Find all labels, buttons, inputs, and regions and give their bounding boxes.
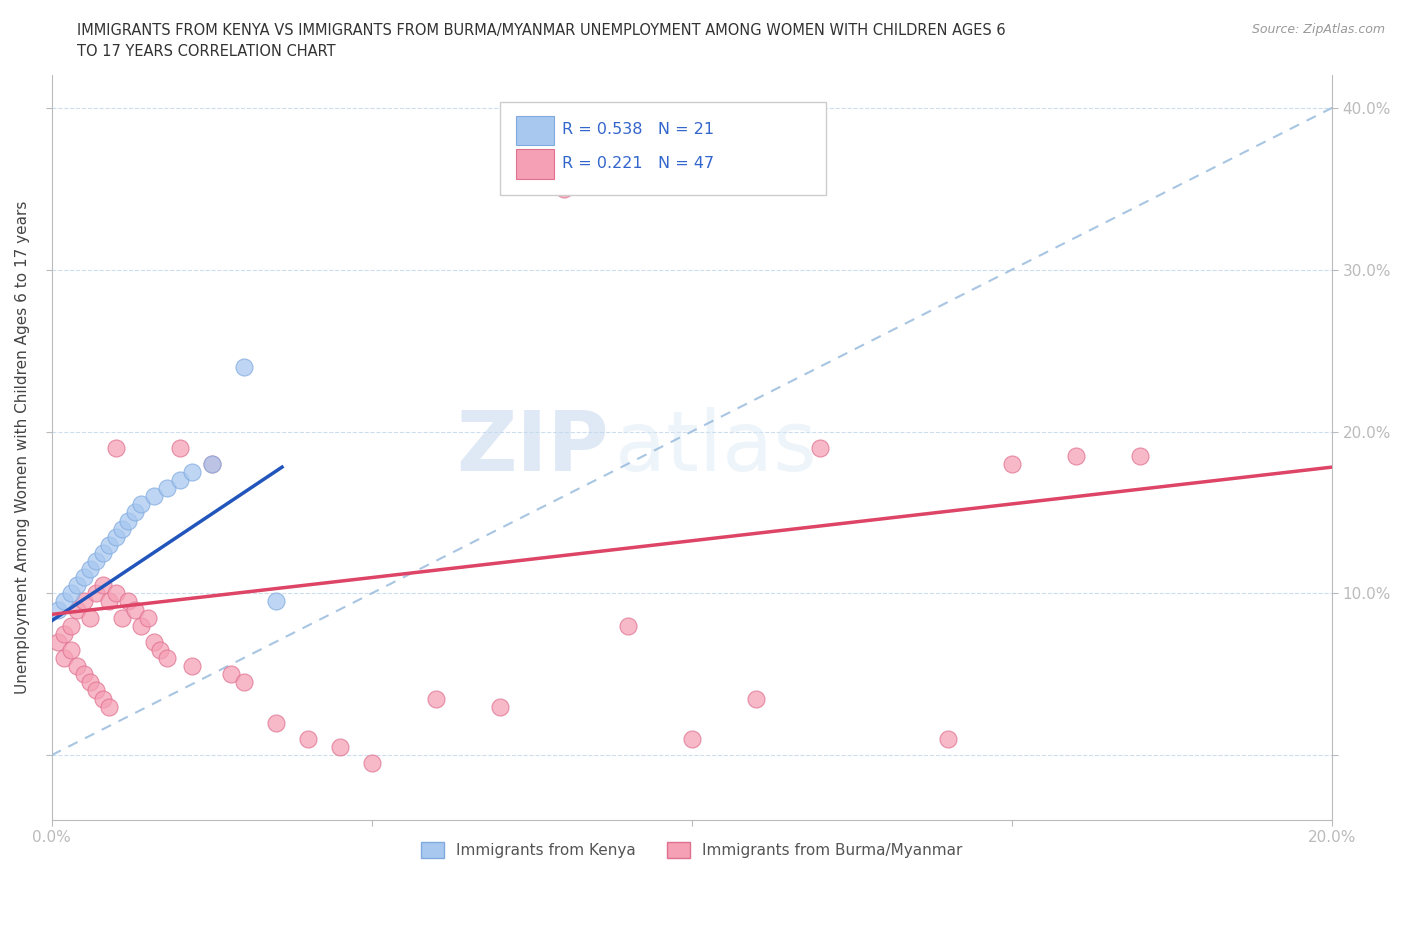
- Text: ZIP: ZIP: [456, 407, 609, 488]
- Point: [59, 618, 82, 633]
- Point: [1001, 457, 1024, 472]
- Point: [425, 691, 447, 706]
- Point: [104, 586, 127, 601]
- Point: [264, 715, 287, 730]
- Point: [936, 732, 959, 747]
- Point: [53, 594, 76, 609]
- Point: [200, 457, 222, 472]
- Point: [149, 643, 172, 658]
- Point: [98, 538, 121, 552]
- Point: [136, 610, 159, 625]
- FancyBboxPatch shape: [516, 149, 554, 179]
- FancyBboxPatch shape: [516, 115, 554, 145]
- Legend: Immigrants from Kenya, Immigrants from Burma/Myanmar: Immigrants from Kenya, Immigrants from B…: [413, 834, 970, 866]
- Text: atlas: atlas: [614, 407, 817, 488]
- Point: [46, 634, 69, 649]
- Point: [124, 505, 146, 520]
- Point: [264, 594, 287, 609]
- Text: IMMIGRANTS FROM KENYA VS IMMIGRANTS FROM BURMA/MYANMAR UNEMPLOYMENT AMONG WOMEN : IMMIGRANTS FROM KENYA VS IMMIGRANTS FROM…: [77, 23, 1005, 38]
- Point: [143, 489, 166, 504]
- Point: [59, 586, 82, 601]
- Point: [53, 651, 76, 666]
- Point: [86, 553, 108, 568]
- Y-axis label: Unemployment Among Women with Children Ages 6 to 17 years: Unemployment Among Women with Children A…: [15, 201, 30, 695]
- Point: [104, 440, 127, 455]
- Point: [553, 181, 575, 196]
- Point: [360, 756, 382, 771]
- Point: [98, 699, 121, 714]
- Point: [616, 618, 638, 633]
- Text: R = 0.221   N = 47: R = 0.221 N = 47: [562, 156, 714, 171]
- Point: [169, 440, 191, 455]
- Point: [129, 618, 152, 633]
- Point: [1064, 448, 1087, 463]
- Point: [91, 546, 114, 561]
- Point: [72, 594, 94, 609]
- Point: [66, 658, 89, 673]
- Point: [79, 562, 101, 577]
- Point: [66, 602, 89, 617]
- Point: [104, 529, 127, 544]
- Point: [681, 732, 703, 747]
- Point: [53, 627, 76, 642]
- Point: [79, 610, 101, 625]
- Point: [91, 691, 114, 706]
- Point: [329, 739, 352, 754]
- Point: [181, 658, 204, 673]
- Point: [181, 464, 204, 479]
- Point: [129, 497, 152, 512]
- FancyBboxPatch shape: [499, 101, 827, 194]
- Point: [143, 634, 166, 649]
- Point: [98, 594, 121, 609]
- Point: [169, 472, 191, 487]
- Point: [1129, 448, 1152, 463]
- Point: [59, 643, 82, 658]
- Point: [232, 359, 254, 374]
- Point: [745, 691, 768, 706]
- Point: [86, 683, 108, 698]
- Point: [156, 481, 179, 496]
- Point: [66, 578, 89, 592]
- Point: [72, 570, 94, 585]
- Point: [219, 667, 242, 682]
- Point: [91, 578, 114, 592]
- Text: R = 0.538   N = 21: R = 0.538 N = 21: [562, 123, 714, 138]
- Point: [808, 440, 831, 455]
- Point: [79, 675, 101, 690]
- Point: [111, 521, 134, 536]
- Point: [46, 602, 69, 617]
- Point: [297, 732, 319, 747]
- Point: [111, 610, 134, 625]
- Point: [117, 594, 139, 609]
- Point: [72, 667, 94, 682]
- Point: [86, 586, 108, 601]
- Text: TO 17 YEARS CORRELATION CHART: TO 17 YEARS CORRELATION CHART: [77, 44, 336, 59]
- Point: [156, 651, 179, 666]
- Point: [232, 675, 254, 690]
- Point: [124, 602, 146, 617]
- Text: Source: ZipAtlas.com: Source: ZipAtlas.com: [1251, 23, 1385, 36]
- Point: [488, 699, 510, 714]
- Point: [117, 513, 139, 528]
- Point: [200, 457, 222, 472]
